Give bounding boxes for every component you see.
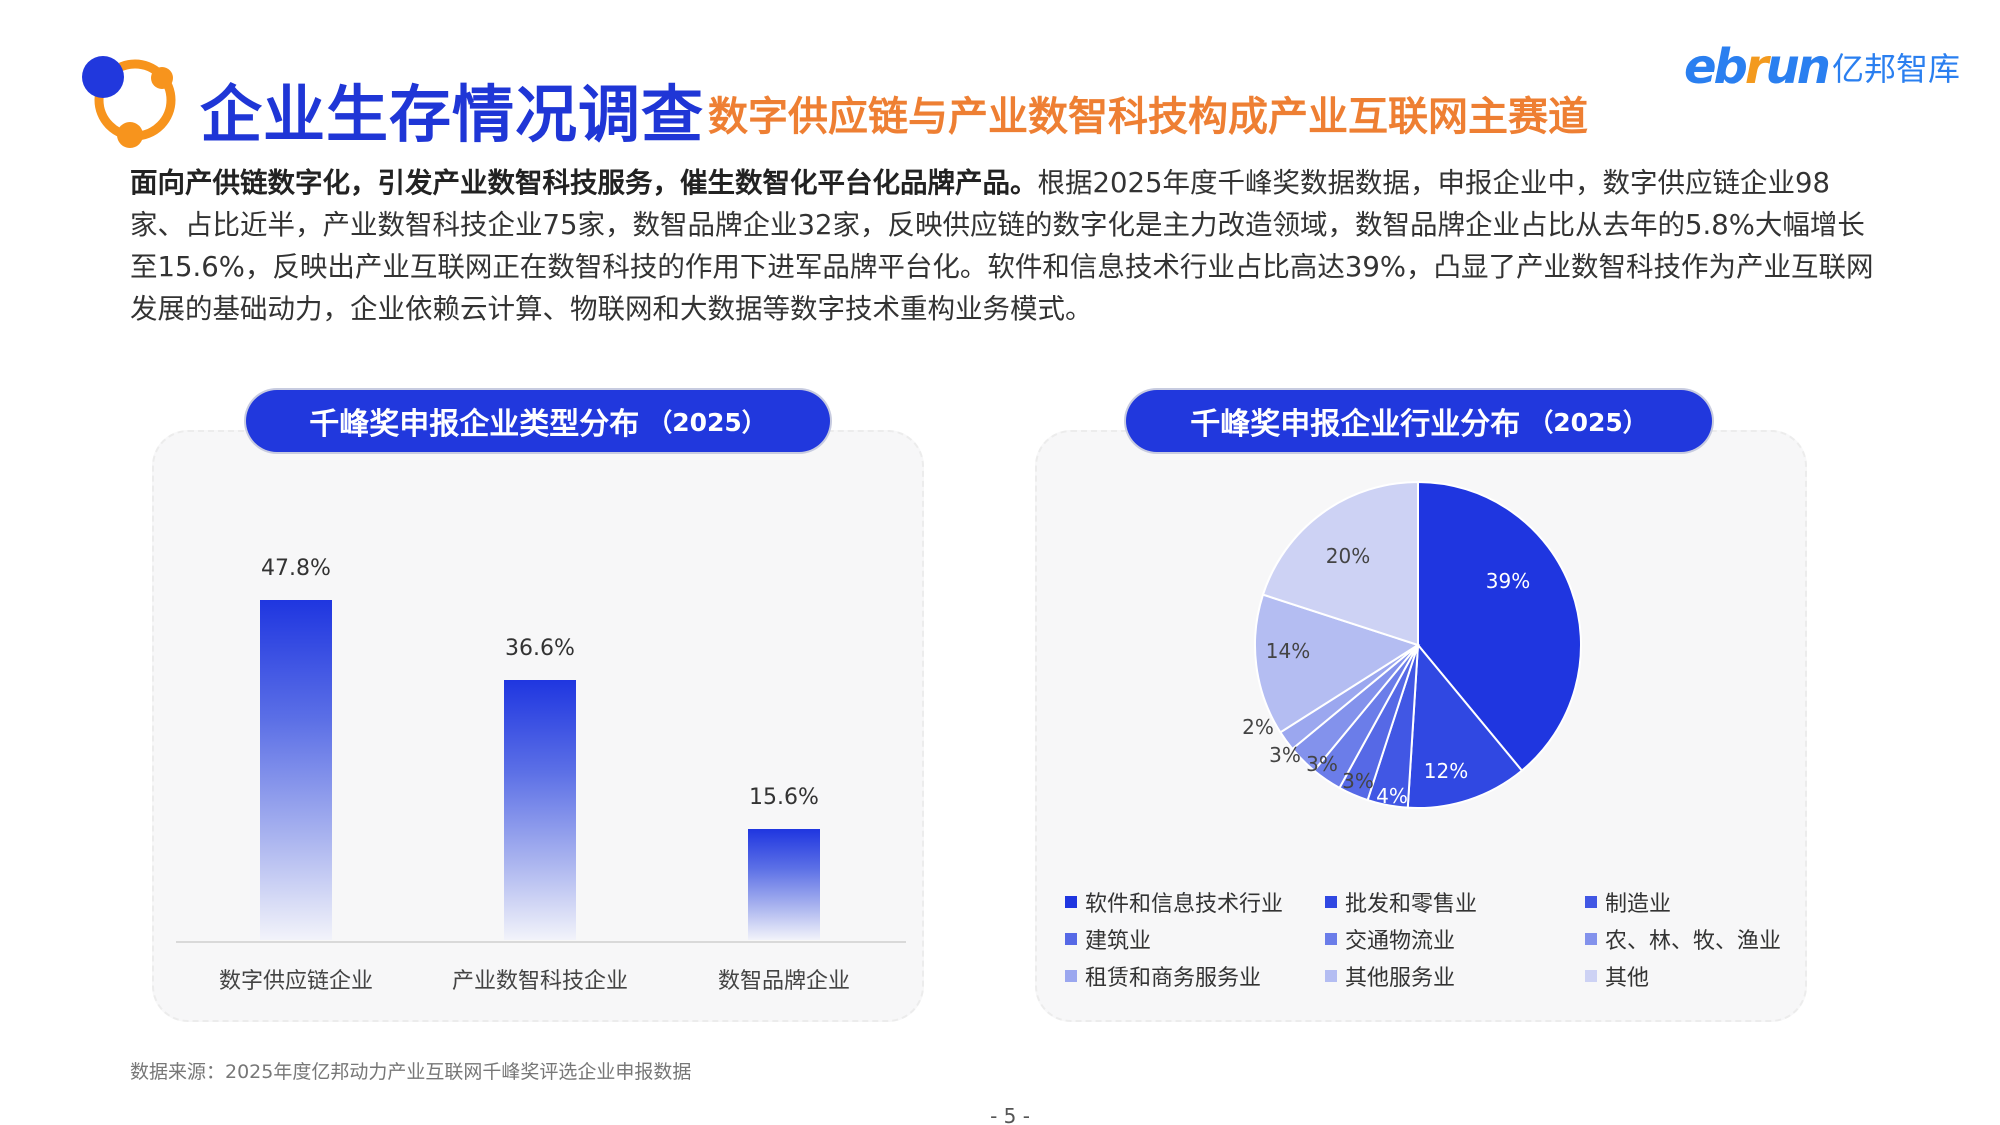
pie-chart: 39%12%4%3%3%3%2%14%20% (1242, 480, 1582, 809)
bar-category-label: 产业数智科技企业 (451, 969, 628, 994)
pie-slice-label: 3% (1269, 743, 1301, 767)
legend-label: 软件和信息技术行业 (1085, 892, 1284, 917)
pie-slice-label: 12% (1424, 759, 1468, 783)
page-subtitle: 数字供应链与产业数智科技构成产业互联网主赛道 (708, 94, 1588, 140)
bar (260, 600, 332, 940)
pie-slice (1406, 642, 1524, 809)
legend-item: 软件和信息技术行业 (1065, 888, 1325, 917)
bar-category-label: 数智品牌企业 (717, 969, 850, 994)
logo-mark-icon (82, 56, 176, 148)
bar-chart-title: 千峰奖申报企业类型分布 （2025） (246, 390, 830, 452)
bar (504, 679, 576, 940)
brand-logo-en: ebrun (1684, 39, 1831, 95)
legend-label: 交通物流业 (1345, 929, 1456, 954)
pie-slice-label: 3% (1306, 752, 1338, 776)
legend-swatch-icon (1585, 896, 1597, 908)
legend-label: 租赁和商务服务业 (1085, 966, 1262, 991)
legend-label: 制造业 (1605, 892, 1672, 917)
pie-slice-label: 14% (1266, 639, 1310, 663)
bar-value-label: 47.8% (261, 556, 331, 581)
legend-label: 农、林、牧、渔业 (1605, 929, 1782, 954)
intro-bold-lead: 面向产供链数字化，引发产业数智科技服务，催生数智化平台化品牌产品。 (130, 167, 1038, 199)
page-number: - 5 - (990, 1104, 1030, 1125)
pie-legend: 软件和信息技术行业 批发和零售业 制造业建筑业 交通物流业 农、林、牧、渔业租赁和商务服… (1065, 888, 1805, 991)
brand-logo: ebrun 亿邦智库 (1684, 39, 1960, 95)
legend-item: 建筑业 (1065, 925, 1325, 954)
legend-item: 农、林、牧、渔业 (1585, 925, 1805, 954)
bar-category-label: 数字供应链企业 (218, 969, 373, 994)
pie-slice (1261, 480, 1419, 647)
bar-value-label: 15.6% (749, 785, 819, 811)
pie-slice-label: 4% (1376, 784, 1408, 808)
legend-swatch-icon (1065, 970, 1077, 982)
legend-swatch-icon (1065, 933, 1077, 945)
legend-swatch-icon (1325, 933, 1337, 945)
legend-item: 其他 (1585, 962, 1805, 991)
legend-item: 批发和零售业 (1325, 888, 1585, 917)
legend-item: 制造业 (1585, 888, 1805, 917)
page-title: 企业生存情况调查 (200, 78, 705, 151)
legend-swatch-icon (1585, 933, 1597, 945)
intro-body: 根据2025年度千峰奖数据数据，申报企业中，数字供应链企业98家、占比近半，产业… (130, 167, 1874, 325)
pie-chart-title: 千峰奖申报企业行业分布 （2025） (1126, 390, 1712, 452)
bar (748, 829, 820, 940)
legend-swatch-icon (1585, 970, 1597, 982)
legend-label: 其他 (1605, 966, 1650, 991)
brand-logo-cn: 亿邦智库 (1831, 50, 1960, 88)
legend-swatch-icon (1325, 896, 1337, 908)
pie-slice-label: 20% (1326, 544, 1370, 568)
intro-paragraph: 面向产供链数字化，引发产业数智科技服务，催生数智化平台化品牌产品。根据2025年… (130, 162, 1880, 330)
legend-item: 其他服务业 (1325, 962, 1585, 991)
legend-label: 建筑业 (1085, 929, 1152, 954)
legend-label: 批发和零售业 (1345, 892, 1478, 917)
pie-slice (1254, 593, 1421, 734)
bar-value-label: 36.6% (505, 635, 575, 661)
legend-label: 其他服务业 (1345, 966, 1456, 991)
pie-slice (1417, 480, 1582, 773)
legend-item: 租赁和商务服务业 (1065, 962, 1325, 991)
pie-slice-label: 3% (1342, 769, 1374, 793)
legend-swatch-icon (1325, 970, 1337, 982)
legend-item: 交通物流业 (1325, 925, 1585, 954)
x-axis-line (176, 941, 906, 943)
data-source-note: 数据来源：2025年度亿邦动力产业互联网千峰奖评选企业申报数据 (130, 1061, 692, 1083)
pie-slice-label: 2% (1242, 715, 1274, 739)
pie-slice-label: 39% (1486, 569, 1530, 593)
legend-swatch-icon (1065, 896, 1077, 908)
